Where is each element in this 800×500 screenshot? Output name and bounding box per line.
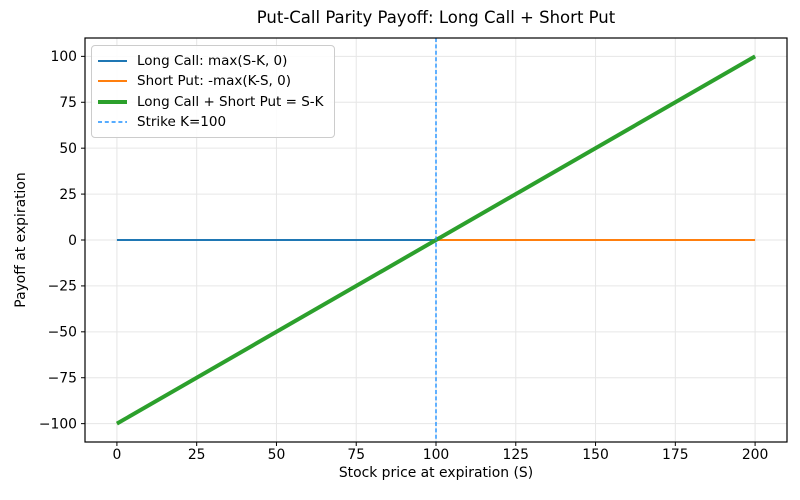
legend: Long Call: max(S-K, 0) Short Put: -max(K-…: [91, 45, 335, 138]
x-tick-label: 50: [268, 447, 286, 463]
legend-swatch-long-call-line: [98, 59, 127, 62]
y-tick-label: 25: [59, 187, 77, 203]
x-tick-label: 75: [347, 447, 365, 463]
y-axis-label: Payoff at expiration: [13, 172, 29, 308]
legend-label: Short Put: -max(K-S, 0): [137, 73, 291, 89]
legend-label: Strike K=100: [137, 114, 227, 130]
y-tick-label: 75: [59, 95, 77, 111]
y-tick-label: −25: [48, 279, 77, 295]
x-tick-label: 25: [188, 447, 206, 463]
x-tick-label: 0: [112, 447, 121, 463]
y-tick-label: −75: [48, 371, 77, 387]
legend-label: Long Call: max(S-K, 0): [137, 52, 288, 69]
legend-swatch-strike-line: [98, 121, 127, 123]
x-tick-label: 100: [423, 447, 450, 463]
y-tick-label: 50: [59, 141, 77, 157]
legend-item: Long Call + Short Put = S-K: [98, 93, 324, 110]
legend-item: Long Call: max(S-K, 0): [98, 52, 324, 69]
legend-item: Short Put: -max(K-S, 0): [98, 73, 324, 90]
legend-swatch-parity-line: [98, 99, 127, 104]
y-tick-label: 0: [68, 233, 77, 249]
chart-title: Put-Call Parity Payoff: Long Call + Shor…: [256, 8, 616, 27]
x-tick-label: 150: [582, 447, 609, 463]
x-tick-label: 200: [742, 447, 769, 463]
legend-item: Strike K=100: [98, 114, 324, 131]
x-tick-label: 175: [662, 447, 689, 463]
x-axis-label: Stock price at expiration (S): [338, 465, 534, 481]
y-tick-label: −100: [39, 416, 77, 432]
y-tick-label: 100: [50, 49, 77, 65]
x-tick-label: 125: [503, 447, 530, 463]
legend-swatch-short-put-line: [98, 80, 127, 82]
y-tick-label: −50: [48, 325, 77, 341]
legend-label: Long Call + Short Put = S-K: [137, 93, 324, 110]
